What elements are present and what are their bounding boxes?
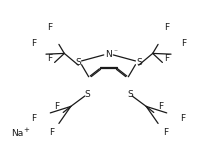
Text: S: S — [127, 90, 133, 99]
Text: F: F — [47, 54, 53, 63]
Text: F: F — [181, 39, 186, 48]
Text: F: F — [158, 102, 163, 111]
Text: S: S — [84, 90, 90, 99]
Text: F: F — [163, 128, 168, 136]
Text: Na: Na — [11, 130, 24, 138]
Text: ⁻: ⁻ — [113, 48, 117, 57]
Text: S: S — [75, 58, 81, 67]
Text: N: N — [105, 50, 112, 59]
Text: F: F — [164, 23, 170, 32]
Text: +: + — [23, 127, 29, 133]
Text: F: F — [47, 23, 53, 32]
Text: F: F — [164, 54, 170, 63]
Text: F: F — [180, 114, 186, 123]
Text: F: F — [31, 39, 36, 48]
Text: F: F — [54, 102, 59, 111]
Text: S: S — [136, 58, 142, 67]
Text: F: F — [31, 114, 37, 123]
Text: F: F — [49, 128, 54, 136]
